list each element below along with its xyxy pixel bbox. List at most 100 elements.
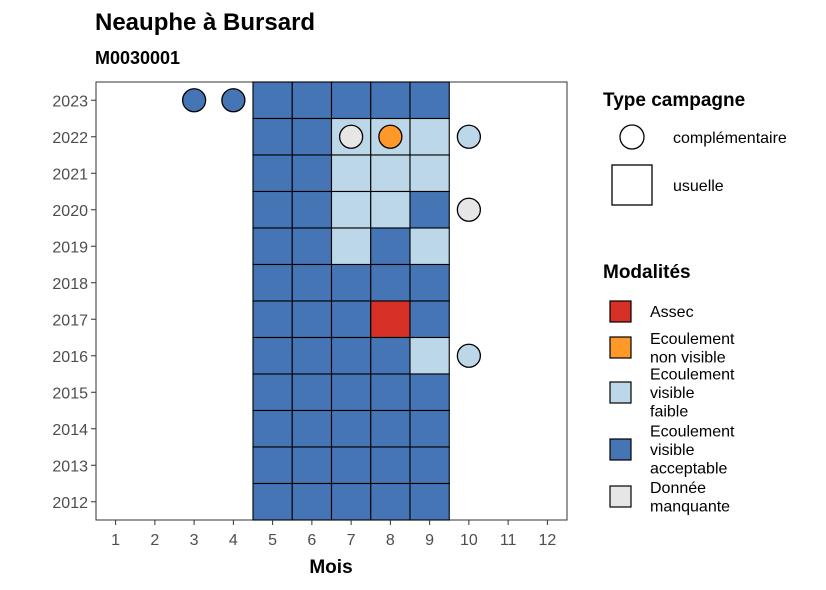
tile (409, 190, 450, 229)
x-tick-label: 11 (500, 532, 517, 549)
x-tick-label: 7 (347, 532, 356, 549)
data-point (378, 124, 403, 149)
tile (370, 227, 411, 266)
tile (291, 373, 333, 412)
tile (291, 190, 333, 229)
x-tick-label: 9 (425, 532, 434, 549)
tile (409, 117, 450, 156)
tile (252, 336, 293, 375)
tile (252, 263, 293, 302)
y-tick-label: 2018 (52, 276, 88, 293)
tile (291, 81, 333, 120)
legend-key-faible (609, 381, 632, 404)
tile (370, 409, 411, 448)
tile (409, 154, 450, 193)
tile (291, 154, 333, 193)
tile (370, 336, 411, 375)
legend-key-non_visible (609, 336, 632, 359)
tile (291, 227, 333, 266)
y-tick-label: 2022 (52, 130, 88, 147)
x-axis: 1 2 3 4 5 6 7 8 9 10 11 12 (111, 520, 556, 549)
data-point (456, 124, 482, 149)
legend-label-acceptable: Ecoulement (650, 424, 735, 441)
tile (291, 409, 333, 448)
tile (252, 117, 293, 156)
legend-key-square (611, 164, 653, 206)
tile (330, 81, 372, 120)
legend-key-assec (609, 300, 632, 323)
tile (409, 263, 450, 302)
y-axis: 2012 2013 2014 2015 2016 2017 2018 2019 2020 2021… (52, 93, 96, 512)
tile (330, 190, 372, 229)
legend-label-faible: visible (650, 385, 695, 402)
tile (370, 446, 411, 485)
data-point (181, 88, 207, 113)
x-tick-label: 5 (268, 532, 277, 549)
y-tick-label: 2015 (52, 385, 88, 402)
tile (330, 336, 372, 375)
y-tick-label: 2023 (52, 93, 88, 110)
legend-label-non_visible: Ecoulement (650, 331, 735, 348)
legend-label: usuelle (673, 178, 724, 195)
data-point (456, 197, 482, 222)
x-tick-label: 8 (386, 532, 395, 549)
x-tick-label: 3 (190, 532, 199, 549)
tile (409, 482, 450, 521)
tile (252, 190, 293, 229)
tile (409, 373, 450, 412)
legend-label-acceptable: visible (650, 442, 695, 459)
legend-title-modalites: Modalités (603, 262, 691, 283)
legend-key-circle (619, 124, 645, 150)
tile (291, 263, 333, 302)
tile (291, 482, 333, 521)
tile (330, 227, 372, 266)
tile (409, 336, 450, 375)
y-tick-label: 2020 (52, 203, 88, 220)
tile (330, 409, 372, 448)
y-tick-label: 2012 (52, 495, 88, 512)
y-tick-label: 2021 (52, 166, 88, 183)
x-tick-label: 6 (307, 532, 316, 549)
legend-key-acceptable (609, 438, 632, 461)
data-point (456, 343, 482, 368)
data-point (338, 124, 364, 149)
tile (252, 300, 293, 339)
points-layer (181, 88, 482, 368)
tile (252, 81, 293, 120)
tile (409, 227, 450, 266)
legend-label-assec: Assec (650, 304, 694, 321)
tile (252, 446, 293, 485)
legend-label-acceptable: acceptable (650, 461, 727, 478)
tile (330, 263, 372, 302)
chart-subtitle: M0030001 (95, 48, 180, 68)
x-axis-title: Mois (309, 557, 352, 578)
tile (330, 373, 372, 412)
legend-label-non_visible: non visible (650, 349, 726, 366)
legend-label: complémentaire (673, 130, 787, 147)
tile (291, 446, 333, 485)
tile (291, 336, 333, 375)
legend-label-manquante: manquante (650, 498, 730, 515)
tile (330, 482, 372, 521)
y-tick-label: 2017 (52, 312, 88, 329)
legend-title-campagne: Type campagne (603, 90, 745, 111)
tile (252, 409, 293, 448)
tile (370, 190, 411, 229)
y-tick-label: 2019 (52, 239, 88, 256)
tile (370, 263, 411, 302)
tile (330, 446, 372, 485)
tile (252, 154, 293, 193)
legend-key-manquante (609, 485, 632, 508)
tiles-layer (252, 81, 450, 521)
tile (252, 373, 293, 412)
tile (370, 154, 411, 193)
tile (291, 117, 333, 156)
tile (252, 227, 293, 266)
x-tick-label: 4 (229, 532, 238, 549)
legend-type-campagne: Type campagne complémentaire usuelle (603, 90, 787, 206)
legend-label-manquante: Donnée (650, 480, 706, 497)
tile (252, 482, 293, 521)
tile (370, 482, 411, 521)
